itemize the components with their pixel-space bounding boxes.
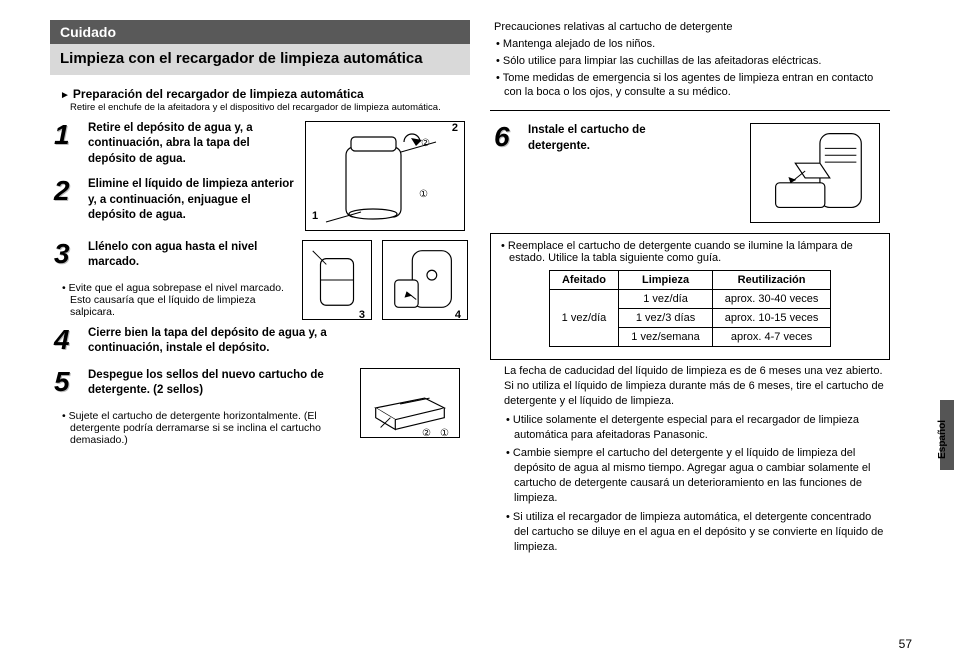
- step-note-3: Evite que el agua sobrepase el nivel mar…: [60, 282, 300, 318]
- step-text-3: Llénelo con agua hasta el nivel marcado.: [88, 240, 300, 271]
- prep-title: Preparación del recargador de limpieza a…: [60, 87, 470, 101]
- step-text-5: Despegue los sellos del nuevo cartucho d…: [88, 368, 350, 399]
- expiry-note: La fecha de caducidad del líquido de lim…: [504, 364, 884, 409]
- figure-step-3-4: 3 4: [300, 240, 470, 320]
- step-num-6: 6: [494, 121, 510, 153]
- replacement-guide-box: Reemplace el cartucho de detergente cuan…: [490, 233, 890, 360]
- heading-cuidado: Cuidado: [50, 20, 470, 44]
- td-r2c3: aprox. 10-15 veces: [712, 309, 831, 328]
- precaution-1: Mantenga alejado de los niños.: [494, 37, 886, 52]
- prep-sub: Retire el enchufe de la afeitadora y el …: [70, 102, 470, 113]
- figure-step-6: [740, 123, 890, 223]
- replace-note: Reemplace el cartucho de detergente cuan…: [499, 240, 881, 264]
- step-note-5: Sujete el cartucho de detergente horizon…: [60, 410, 350, 446]
- td-r2c2: 1 vez/3 días: [619, 309, 712, 328]
- td-r3c2: 1 vez/semana: [619, 328, 712, 347]
- language-label: Español: [937, 420, 948, 459]
- fig-label-2: 2: [452, 122, 458, 134]
- step-num-1: 1: [54, 119, 70, 151]
- circ-label-1b: ①: [440, 428, 449, 439]
- step-num-2: 2: [54, 175, 70, 207]
- circ-label-2a: ②: [421, 138, 430, 149]
- precaution-block: Precauciones relativas al cartucho de de…: [490, 20, 890, 111]
- th-reutil: Reutilización: [712, 271, 831, 290]
- step-text-1: Retire el depósito de agua y, a continua…: [88, 121, 300, 168]
- step-1: 1 Retire el depósito de agua y, a contin…: [50, 121, 300, 168]
- precaution-2: Sólo utilice para limpiar las cuchillas …: [494, 54, 886, 69]
- step-num-3: 3: [54, 238, 70, 270]
- step-text-2: Elimine el líquido de limpieza anterior …: [88, 177, 300, 224]
- figure-step-5: ② ①: [350, 368, 470, 438]
- precaution-title: Precauciones relativas al cartucho de de…: [494, 20, 886, 35]
- after-n3: Si utiliza el recargador de limpieza aut…: [504, 510, 884, 555]
- td-afeitado: 1 vez/día: [549, 290, 619, 347]
- precaution-3: Tome medidas de emergencia si los agente…: [494, 71, 886, 101]
- td-r1c3: aprox. 30-40 veces: [712, 290, 831, 309]
- td-r1c2: 1 vez/día: [619, 290, 712, 309]
- after-n2: Cambie siempre el cartucho del detergent…: [504, 446, 884, 505]
- step-4: 4 Cierre bien la tapa del depósito de ag…: [50, 326, 470, 358]
- step-5: 5 Despegue los sellos del nuevo cartucho…: [50, 368, 350, 400]
- circ-label-1a: ①: [419, 189, 428, 200]
- step-2: 2 Elimine el líquido de limpieza anterio…: [50, 177, 300, 224]
- step-num-4: 4: [54, 324, 70, 356]
- after-notes: La fecha de caducidad del líquido de lim…: [490, 360, 890, 554]
- fig-label-1: 1: [312, 210, 318, 222]
- step-num-5: 5: [54, 366, 70, 398]
- page-number: 57: [899, 637, 912, 651]
- fig-label-3: 3: [359, 309, 365, 321]
- td-r3c3: aprox. 4-7 veces: [712, 328, 831, 347]
- th-afeitado: Afeitado: [549, 271, 619, 290]
- step-text-6: Instale el cartucho de detergente.: [528, 123, 688, 154]
- circ-label-2b: ②: [422, 428, 431, 439]
- step-3: 3 Llénelo con agua hasta el nivel marcad…: [50, 240, 300, 272]
- step-text-4: Cierre bien la tapa del depósito de agua…: [88, 326, 328, 357]
- step-6: 6 Instale el cartucho de detergente.: [490, 123, 740, 155]
- heading-limpieza: Limpieza con el recargador de limpieza a…: [50, 44, 470, 75]
- fig-label-4: 4: [455, 309, 461, 321]
- figure-step-1-2: 2 1 ② ①: [300, 121, 470, 231]
- th-limpieza: Limpieza: [619, 271, 712, 290]
- guide-table: Afeitado Limpieza Reutilización 1 vez/dí…: [549, 270, 832, 347]
- after-n1: Utilice solamente el detergente especial…: [504, 413, 884, 443]
